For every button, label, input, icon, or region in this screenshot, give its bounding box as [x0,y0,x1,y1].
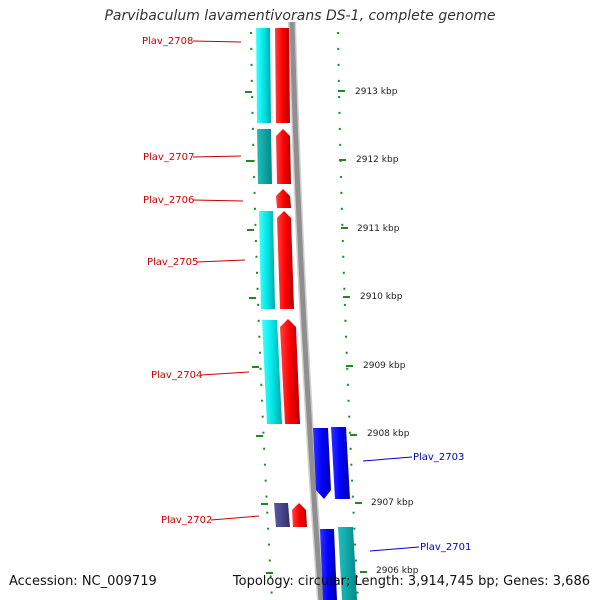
gene-label-plav-2704[interactable]: Plav_2704 [151,370,250,381]
cds-plav-2701-a [320,529,337,600]
gene-labels-forward[interactable]: Plav_2703 Plav_2701 [362,452,471,553]
cds-track-forward [313,427,357,600]
svg-text:Plav_2707: Plav_2707 [143,152,194,163]
genome-summary: Topology: circular; Length: 3,914,745 bp… [232,574,590,589]
backbone [289,21,324,600]
scale-ticks [245,90,367,574]
cds-track-reverse [275,28,307,527]
feature-plav-2707 [257,129,272,184]
accession-text: Accession: NC_009719 [9,574,157,589]
map-title: Parvibaculum lavamentivorans DS-1, compl… [104,8,496,24]
scale-label-2906: 2906 kbp [376,566,419,576]
feature-plav-2705 [259,211,275,309]
gene-label-plav-2708[interactable]: Plav_2708 [142,36,242,47]
cds-plav-2708 [275,28,290,123]
cds-plav-2703-b [331,427,350,499]
cds-plav-2705 [277,211,294,309]
feature-plav-2702 [274,503,290,527]
gene-labels-reverse[interactable]: Plav_2708 Plav_2707 Plav_2706 Plav_2705 … [142,36,260,526]
scale-label-2909: 2909 kbp [363,361,406,371]
scale-label-2908: 2908 kbp [367,429,410,439]
svg-text:Plav_2708: Plav_2708 [142,36,193,47]
tick-track-right [337,31,359,600]
gene-label-plav-2703[interactable]: Plav_2703 [362,452,464,463]
svg-text:Plav_2703: Plav_2703 [413,452,464,463]
svg-text:Plav_2706: Plav_2706 [143,195,194,206]
scale-label-2907: 2907 kbp [371,498,414,508]
gene-label-plav-2702[interactable]: Plav_2702 [161,515,260,526]
cds-plav-2703-a [313,428,331,499]
svg-text:Plav_2705: Plav_2705 [147,257,198,268]
svg-text:Plav_2701: Plav_2701 [420,542,471,553]
gene-label-plav-2706[interactable]: Plav_2706 [143,195,244,206]
scale-label-2910: 2910 kbp [360,292,403,302]
gene-label-plav-2701[interactable]: Plav_2701 [369,542,471,553]
feature-plav-2708 [256,28,271,123]
svg-text:Plav_2702: Plav_2702 [161,515,212,526]
feature-track-inner [256,28,290,527]
gene-label-plav-2707[interactable]: Plav_2707 [143,152,242,163]
cds-plav-2702 [292,503,307,527]
scale-label-2912: 2912 kbp [356,155,399,165]
scale-label-2911: 2911 kbp [357,224,400,234]
feature-plav-2704 [262,320,282,424]
svg-text:Plav_2704: Plav_2704 [151,370,202,381]
gene-label-plav-2705[interactable]: Plav_2705 [147,257,246,268]
cds-plav-2706 [276,189,291,208]
feature-plav-2701 [338,527,357,600]
cds-plav-2707 [276,129,291,184]
scale-label-2913: 2913 kbp [355,87,398,97]
cds-plav-2704 [280,319,300,424]
scale-labels: 2913 kbp 2912 kbp 2911 kbp 2910 kbp 2909… [355,87,419,576]
